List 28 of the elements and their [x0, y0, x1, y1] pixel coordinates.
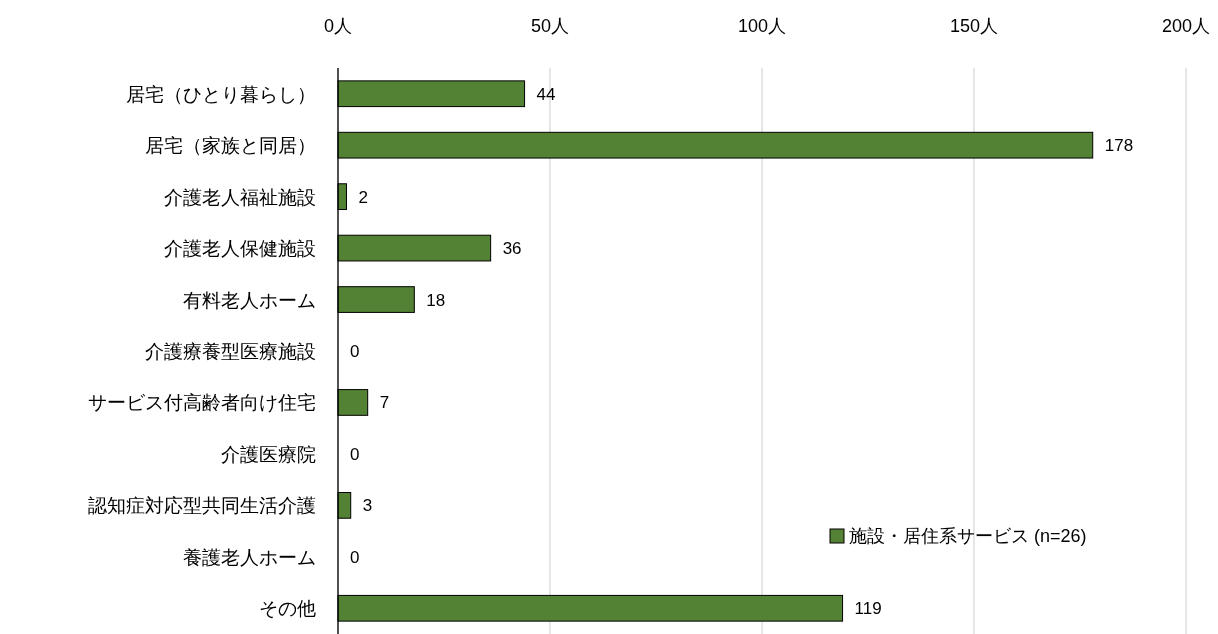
- y-tick-label: 有料老人ホーム: [183, 289, 316, 311]
- data-label: 44: [536, 84, 556, 104]
- y-tick-label: サービス付高齢者向け住宅: [88, 392, 316, 414]
- x-tick-label: 0人: [323, 16, 353, 36]
- x-tick-label: 100人: [737, 16, 787, 36]
- y-tick-label: 養護老人ホーム: [183, 546, 316, 568]
- data-label: 7: [379, 393, 390, 413]
- data-label: 18: [426, 290, 446, 310]
- y-tick-label: 介護療養型医療施設: [145, 341, 316, 362]
- data-label: 0: [350, 342, 360, 361]
- y-tick-label: 介護医療院: [221, 443, 316, 465]
- y-tick-label: その他: [259, 598, 316, 620]
- data-label: 3: [362, 496, 373, 516]
- data-label: 178: [1104, 136, 1134, 156]
- y-tick-label: 居宅（家族と同居）: [145, 135, 316, 157]
- legend-label: 施設・居住系サービス (n=26): [849, 526, 1087, 546]
- y-tick-label: 介護老人福祉施設: [164, 186, 316, 208]
- data-label: 0: [350, 444, 360, 464]
- x-tick-label: 200人: [1161, 16, 1211, 36]
- data-label: 119: [854, 599, 882, 619]
- x-tick-label: 150人: [949, 16, 999, 36]
- y-tick-label: 居宅（ひとり暮らし）: [126, 83, 316, 105]
- y-tick-label: 認知症対応型共同生活介護: [88, 495, 316, 517]
- data-label: 36: [502, 239, 522, 259]
- data-label: 0: [350, 547, 360, 567]
- y-tick-label: 介護老人保健施設: [164, 238, 316, 260]
- x-tick-label: 50人: [530, 16, 570, 36]
- data-label: 2: [358, 187, 368, 207]
